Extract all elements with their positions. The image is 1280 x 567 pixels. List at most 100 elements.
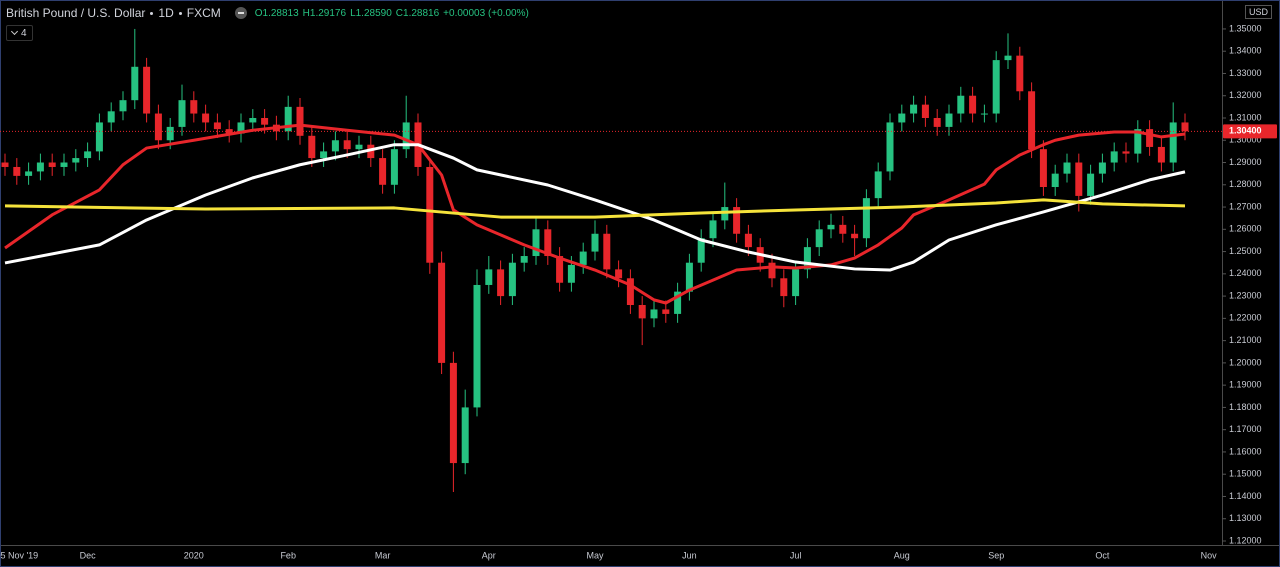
candle-body [1075, 162, 1083, 196]
candle-body [1110, 151, 1118, 163]
candle-body [119, 100, 127, 112]
x-tick-label: May [586, 550, 604, 560]
candle-body [839, 224, 847, 234]
ohlc-value: 1.29176 [309, 7, 347, 19]
candle-body [591, 233, 599, 252]
x-tick-label: Mar [375, 550, 391, 560]
symbol-header: British Pound / U.S. Dollar 1D FXCM O1.2… [6, 6, 529, 20]
candle-body [638, 305, 646, 319]
candle-body [131, 66, 139, 101]
x-tick-label: 2020 [184, 550, 204, 560]
candle-body [626, 278, 634, 306]
candle-body [355, 144, 363, 150]
candle-body [107, 111, 115, 123]
candle-body [426, 166, 434, 263]
candle-body [60, 162, 68, 167]
candle-body [851, 233, 859, 239]
hide-button[interactable] [234, 7, 247, 19]
candle-body [792, 269, 800, 297]
candle-body [933, 117, 941, 127]
plot-area [1, 28, 1189, 493]
candle-body [1157, 146, 1165, 163]
candle-body [249, 117, 257, 123]
candle-body [1169, 122, 1177, 163]
ohlc-key: C [395, 7, 404, 19]
ohlc-key: H [302, 7, 310, 19]
x-tick-label: Sep [988, 550, 1004, 560]
y-tick-label: 1.25000 [1229, 246, 1262, 256]
candle-body [969, 95, 977, 114]
candle-body [650, 309, 658, 319]
candle-body [803, 247, 811, 270]
candle-body [992, 60, 1000, 114]
candle-body [1122, 151, 1130, 154]
ohlc-item: H1.29176 [303, 8, 346, 19]
last-price-tag [1223, 124, 1277, 139]
candle-body [213, 122, 221, 130]
y-tick-label: 1.27000 [1229, 201, 1262, 211]
candle-body [898, 113, 906, 123]
moving-average [4, 143, 1186, 272]
candle-body [886, 122, 894, 172]
candle-body [1087, 173, 1095, 196]
x-tick-label: Feb [280, 550, 296, 560]
x-tick-label: Dec [80, 550, 97, 560]
candle-body [874, 171, 882, 199]
candle-body [48, 162, 56, 167]
candle-body [485, 269, 493, 285]
candle-body [438, 262, 446, 363]
candle-body [1181, 122, 1189, 132]
ohlc-value: 1.28590 [355, 7, 392, 19]
y-tick-label: 1.15000 [1229, 469, 1262, 479]
y-tick-label: 1.32000 [1229, 90, 1262, 100]
candle-body [190, 100, 198, 114]
candle-body [615, 269, 623, 279]
candle-body [508, 262, 516, 297]
ohlc-key: L [350, 7, 356, 19]
ohlc-item: O1.28813 [255, 8, 299, 19]
moving-average [4, 123, 1186, 305]
candle-body [1051, 173, 1059, 188]
y-tick-label: 1.22000 [1229, 313, 1262, 323]
x-tick-label: Nov [1201, 550, 1218, 560]
candle-body [166, 126, 174, 141]
x-tick-label: 05 Nov '19 [0, 550, 38, 560]
candle-body [980, 113, 988, 115]
candle-body [497, 269, 505, 297]
candle-body [532, 229, 540, 257]
candle-body [449, 362, 457, 464]
ohlc-item: C1.28816 [396, 8, 439, 19]
y-tick-label: 1.24000 [1229, 268, 1262, 278]
x-tick-label: Jul [790, 550, 802, 560]
candle-body [603, 233, 611, 270]
candle-body [520, 256, 528, 263]
candle-body [1098, 162, 1106, 174]
candle-body [320, 151, 328, 159]
candle-body [296, 106, 304, 136]
candle-body [1028, 91, 1036, 150]
x-tick-label: Apr [482, 550, 496, 560]
symbol-title: British Pound / U.S. Dollar [6, 6, 146, 20]
candle-body [697, 238, 705, 263]
candle-body [95, 122, 103, 152]
y-tick-label: 1.29000 [1229, 157, 1262, 167]
x-tick-label: Jun [682, 550, 697, 560]
change: +0.00003 (+0.00%) [443, 7, 529, 19]
candle-body [1016, 55, 1024, 92]
y-tick-label: 1.13000 [1229, 513, 1262, 523]
candle-body [1004, 55, 1012, 61]
interval[interactable]: 1D [158, 6, 174, 20]
ohlc-key: O [254, 7, 263, 19]
y-tick-label: 1.14000 [1229, 491, 1262, 501]
candle-body [143, 66, 151, 114]
currency[interactable]: USD [1244, 5, 1272, 19]
candle-body [674, 291, 682, 314]
y-tick-label: 1.19000 [1229, 380, 1262, 390]
candle-body [544, 229, 552, 257]
y-tick-label: 1.17000 [1229, 424, 1262, 434]
indicators-toggle[interactable]: 4 [6, 25, 33, 41]
candle-body [379, 158, 387, 185]
